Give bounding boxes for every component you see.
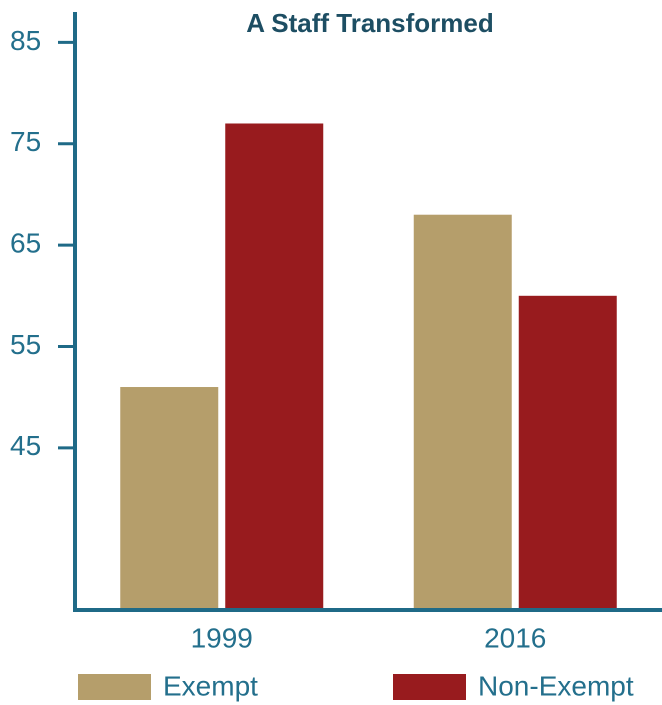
y-tick-label: 65 bbox=[10, 228, 41, 259]
legend-label: Non-Exempt bbox=[478, 670, 634, 701]
bar bbox=[518, 295, 617, 610]
legend-swatch bbox=[393, 674, 466, 700]
y-tick-label: 45 bbox=[10, 430, 41, 461]
chart-title: A Staff Transformed bbox=[246, 8, 494, 38]
legend-label: Exempt bbox=[163, 670, 258, 701]
bar bbox=[413, 214, 512, 611]
bar bbox=[120, 387, 219, 610]
y-tick-label: 55 bbox=[10, 329, 41, 360]
x-tick-label: 2016 bbox=[484, 622, 546, 653]
legend-swatch bbox=[78, 674, 151, 700]
y-tick-label: 85 bbox=[10, 25, 41, 56]
x-tick-label: 1999 bbox=[191, 622, 253, 653]
y-tick-label: 75 bbox=[10, 126, 41, 157]
bar bbox=[225, 123, 324, 611]
